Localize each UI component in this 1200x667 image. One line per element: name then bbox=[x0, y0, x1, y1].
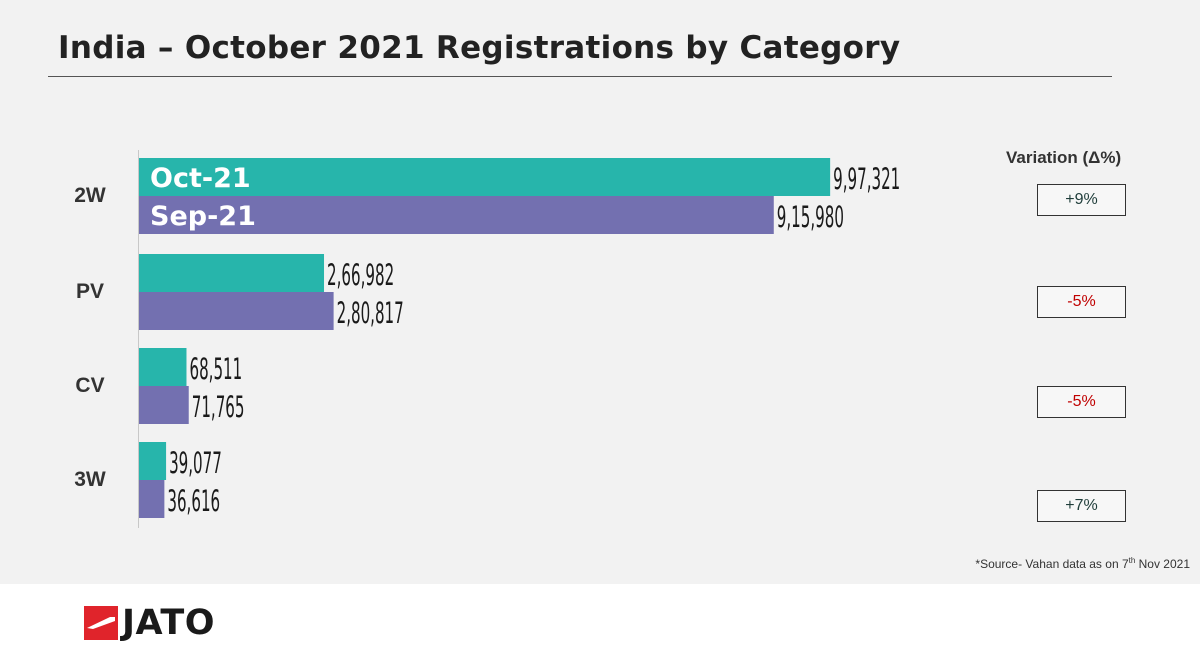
bar-pv-sep-21 bbox=[139, 292, 334, 330]
bar-pv-oct-21 bbox=[139, 254, 325, 292]
category-label: 2W bbox=[74, 184, 106, 207]
title-divider bbox=[48, 76, 1112, 77]
data-label: 71,765 bbox=[192, 392, 245, 425]
category-label: PV bbox=[75, 280, 104, 303]
data-label: 9,15,980 bbox=[777, 202, 844, 235]
source-note: *Source- Vahan data as on 7th Nov 2021 bbox=[975, 556, 1190, 571]
data-label: 36,616 bbox=[167, 486, 220, 519]
bar-3w-sep-21 bbox=[139, 480, 165, 518]
category-label: CV bbox=[75, 374, 105, 397]
jato-logo-mark-icon bbox=[84, 606, 118, 640]
bar-cv-oct-21 bbox=[139, 348, 187, 386]
bar-chart: 9,97,321 Oct-21 9,15,980 Sep-21 2,66,982 2,80… bbox=[138, 150, 900, 528]
data-label: 2,80,817 bbox=[337, 298, 404, 331]
variation-box-2w: +9% bbox=[1037, 184, 1126, 216]
variation-box-pv: -5% bbox=[1037, 286, 1126, 318]
category-label: 3W bbox=[74, 468, 106, 491]
bar-3w-oct-21 bbox=[139, 442, 167, 480]
variation-box-cv: -5% bbox=[1037, 386, 1126, 418]
page-title: India – October 2021 Registrations by Ca… bbox=[58, 30, 901, 66]
legend-oct-21: Oct-21 bbox=[150, 163, 251, 194]
variation-box-3w: +7% bbox=[1037, 490, 1126, 522]
bar-2w-sep-21 bbox=[139, 196, 774, 234]
data-label: 39,077 bbox=[169, 448, 222, 481]
bar-cv-sep-21 bbox=[139, 386, 189, 424]
legend-sep-21: Sep-21 bbox=[150, 201, 256, 232]
data-label: 68,511 bbox=[189, 354, 242, 387]
bar-2w-oct-21 bbox=[139, 158, 831, 196]
data-label: 9,97,321 bbox=[833, 164, 900, 197]
data-label: 2,66,982 bbox=[327, 260, 394, 293]
variation-header: Variation (Δ%) bbox=[1006, 148, 1122, 167]
jato-logo-text: JATO bbox=[122, 603, 216, 643]
